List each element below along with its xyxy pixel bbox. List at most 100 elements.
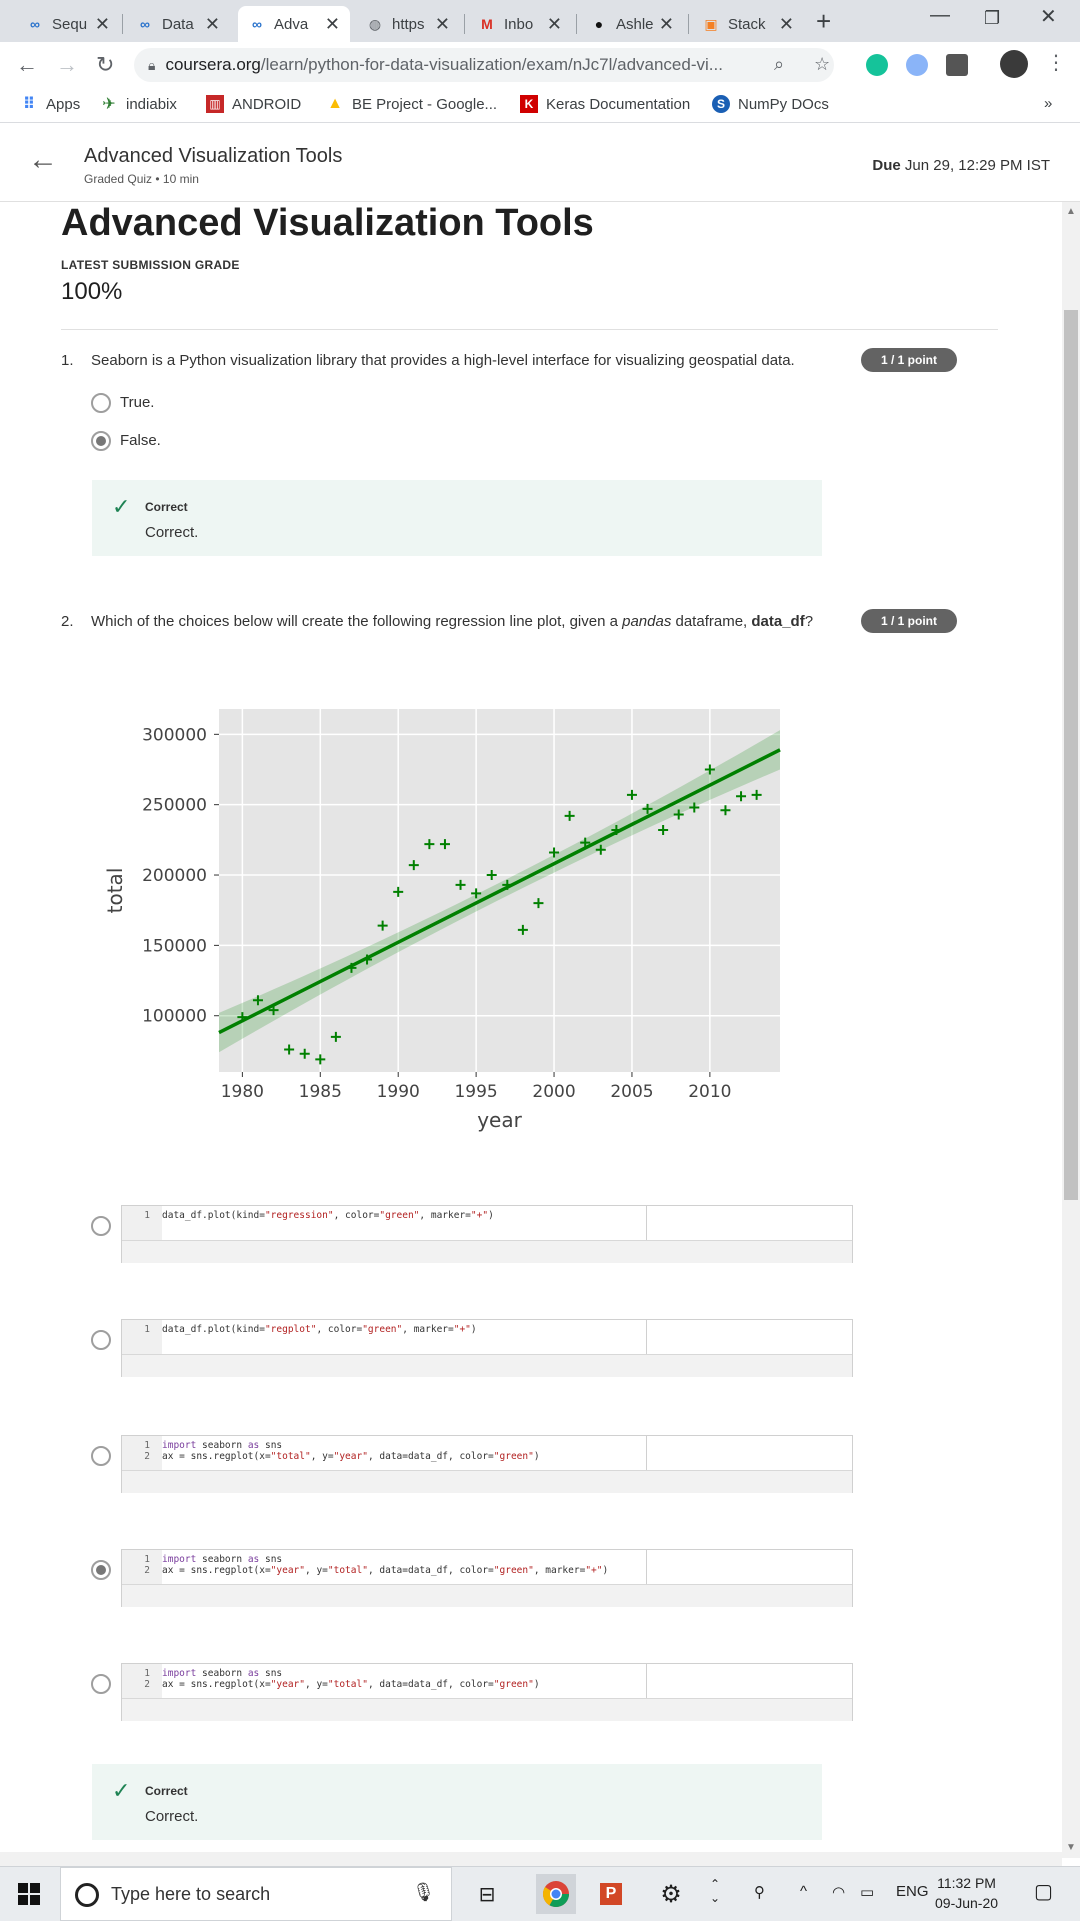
close-tab-icon[interactable]: ✕ bbox=[204, 13, 220, 34]
scrollbar-thumb[interactable] bbox=[1064, 310, 1078, 1200]
code-editor: 1 data_df.plot(kind="regplot", color="gre… bbox=[121, 1319, 853, 1377]
code-editor-pane: 1 import seaborn as sns 2 ax = sns.regplot(… bbox=[122, 1436, 647, 1470]
line-number: 1 bbox=[144, 1554, 150, 1565]
notifications-icon[interactable]: ▢ bbox=[1034, 1881, 1053, 1903]
data-point bbox=[284, 1044, 295, 1055]
y-tick-label: 150000 bbox=[142, 936, 207, 956]
clock[interactable]: 11:32 PM 09-Jun-20 bbox=[935, 1873, 998, 1913]
close-window-icon[interactable]: ✕ bbox=[1040, 6, 1057, 28]
microphone-icon[interactable]: 🎙︎ bbox=[412, 1882, 435, 1902]
data-point bbox=[517, 924, 528, 935]
show-hidden-icons-icon[interactable]: ^ bbox=[800, 1883, 808, 1900]
grammarly-icon[interactable] bbox=[866, 54, 888, 76]
bookmarks-overflow-button[interactable]: » bbox=[1044, 95, 1053, 112]
bookmark-apps[interactable]: ⠿ Apps bbox=[20, 95, 80, 114]
tab-title: Adva bbox=[274, 15, 309, 33]
tab-strip: ∞ Sequ ✕ ∞ Data ✕ ∞ Adva ✕ ◍ https ✕ M I… bbox=[0, 0, 1080, 42]
answer-radio-4[interactable] bbox=[91, 1560, 111, 1580]
bookmark-keras[interactable]: K Keras Documentation bbox=[520, 95, 690, 113]
data-point bbox=[237, 1012, 248, 1023]
clock-time: 11:32 PM bbox=[937, 1875, 996, 1891]
globe-icon: ◍ bbox=[368, 15, 382, 32]
tab-inbox[interactable]: M Inbo ✕ bbox=[468, 6, 572, 42]
data-point bbox=[268, 1005, 279, 1016]
scroll-up-icon[interactable]: ▲ bbox=[1066, 206, 1076, 217]
close-tab-icon[interactable]: ✕ bbox=[434, 13, 450, 34]
coursera-icon: ∞ bbox=[30, 16, 40, 32]
address-bar[interactable]: 🔒︎ coursera.org/learn/python-for-data-vi… bbox=[134, 48, 834, 82]
forward-icon[interactable]: → bbox=[56, 52, 78, 77]
question-text-bold: data_df bbox=[751, 613, 805, 630]
answer-radio-1[interactable] bbox=[91, 1216, 111, 1236]
close-tab-icon[interactable]: ✕ bbox=[546, 13, 562, 34]
close-tab-icon[interactable]: ✕ bbox=[658, 13, 674, 34]
new-tab-icon[interactable]: + bbox=[816, 6, 832, 36]
people-icon[interactable]: ⚲ bbox=[754, 1884, 765, 1901]
radio-true[interactable] bbox=[91, 393, 111, 413]
minimize-icon[interactable]: — bbox=[930, 4, 950, 26]
wifi-icon[interactable]: ◠ bbox=[832, 1884, 846, 1901]
bookmark-numpy[interactable]: S NumPy DOcs bbox=[712, 95, 829, 113]
tab-title: Sequ bbox=[52, 15, 88, 33]
divider bbox=[61, 329, 998, 330]
bookmark-indiabix[interactable]: ✈ indiabix bbox=[100, 95, 177, 114]
code-editor: 1 import seaborn as sns 2 ax = sns.regplot(… bbox=[121, 1663, 853, 1721]
code-text: ax = sns.regplot(x="total", y="year", da… bbox=[162, 1451, 540, 1462]
data-point bbox=[502, 879, 513, 890]
zoom-icon[interactable]: ⌕ bbox=[774, 54, 785, 74]
data-point bbox=[751, 789, 762, 800]
tab-sequ[interactable]: ∞ Sequ ✕ bbox=[16, 6, 120, 42]
scroll-taskbar-icon[interactable]: ⌃ ⌄ bbox=[710, 1877, 721, 1905]
task-view-icon[interactable]: ⊟ bbox=[478, 1883, 496, 1906]
answer-radio-3[interactable] bbox=[91, 1446, 111, 1466]
menu-kebab-icon[interactable]: ⋮ bbox=[1046, 52, 1066, 74]
data-point bbox=[626, 789, 637, 800]
windows-start-icon[interactable] bbox=[18, 1883, 40, 1905]
back-icon[interactable]: ← bbox=[16, 52, 38, 77]
answer-radio-2[interactable] bbox=[91, 1330, 111, 1350]
code-editor: 1 data_df.plot(kind="regression", color="… bbox=[121, 1205, 853, 1263]
code-line: 1 import seaborn as sns bbox=[122, 1440, 282, 1451]
bookmark-star-icon[interactable]: ☆ bbox=[814, 54, 831, 74]
taskbar-search[interactable]: Type here to search 🎙︎ bbox=[60, 1867, 452, 1921]
bookmark-be-project[interactable]: ▲ BE Project - Google... bbox=[326, 95, 497, 113]
settings-gear-icon[interactable]: ⚙ bbox=[660, 1880, 682, 1908]
data-point bbox=[471, 888, 482, 899]
url-text[interactable]: coursera.org/learn/python-for-data-visua… bbox=[165, 55, 755, 75]
tab-adva[interactable]: ∞ Adva ✕ bbox=[238, 6, 350, 42]
horizontal-scrollbar[interactable] bbox=[0, 1852, 1062, 1866]
reload-icon[interactable]: ↻ bbox=[96, 52, 115, 77]
tab-stack[interactable]: ▣ Stack ✕ bbox=[692, 6, 804, 42]
restore-icon[interactable]: ❐ bbox=[984, 8, 1001, 28]
chrome-taskbar-icon[interactable] bbox=[536, 1874, 576, 1914]
code-editor-footer bbox=[122, 1240, 852, 1263]
tab-data[interactable]: ∞ Data ✕ bbox=[126, 6, 230, 42]
bookmark-label: indiabix bbox=[126, 95, 177, 113]
profile-avatar[interactable] bbox=[1000, 50, 1028, 78]
tab-github[interactable]: ● Ashle ✕ bbox=[580, 6, 684, 42]
language-indicator[interactable]: ENG bbox=[896, 1883, 929, 1900]
download-extension-icon[interactable] bbox=[946, 54, 968, 76]
tab-https[interactable]: ◍ https ✕ bbox=[356, 6, 460, 42]
back-arrow-icon[interactable]: ← bbox=[28, 143, 58, 176]
battery-icon[interactable]: ▭ bbox=[860, 1884, 875, 1901]
due-date: Due Jun 29, 12:29 PM IST bbox=[872, 157, 1050, 174]
tab-title: Data bbox=[162, 15, 194, 33]
close-tab-icon[interactable]: ✕ bbox=[94, 13, 110, 34]
apps-grid-icon: ⠿ bbox=[22, 96, 36, 113]
data-point bbox=[611, 825, 622, 835]
powerpoint-icon[interactable]: P bbox=[596, 1879, 626, 1909]
vertical-scrollbar[interactable]: ▲ ▼ bbox=[1062, 202, 1080, 1858]
tab-separator bbox=[688, 14, 689, 34]
bookmark-android[interactable]: ▥ ANDROID bbox=[206, 95, 301, 113]
close-tab-icon[interactable]: ✕ bbox=[324, 13, 340, 34]
radio-false[interactable] bbox=[91, 431, 111, 451]
code-text: data_df.plot(kind="regplot", color="gree… bbox=[162, 1324, 477, 1335]
close-tab-icon[interactable]: ✕ bbox=[778, 13, 794, 34]
url-path: /learn/python-for-data-visualization/exa… bbox=[260, 55, 723, 74]
code-text: import seaborn as sns bbox=[162, 1554, 283, 1565]
question-text-part: ? bbox=[804, 613, 814, 630]
scroll-down-icon[interactable]: ▼ bbox=[1066, 1842, 1076, 1853]
extension-icon[interactable] bbox=[906, 54, 928, 76]
answer-radio-5[interactable] bbox=[91, 1674, 111, 1694]
